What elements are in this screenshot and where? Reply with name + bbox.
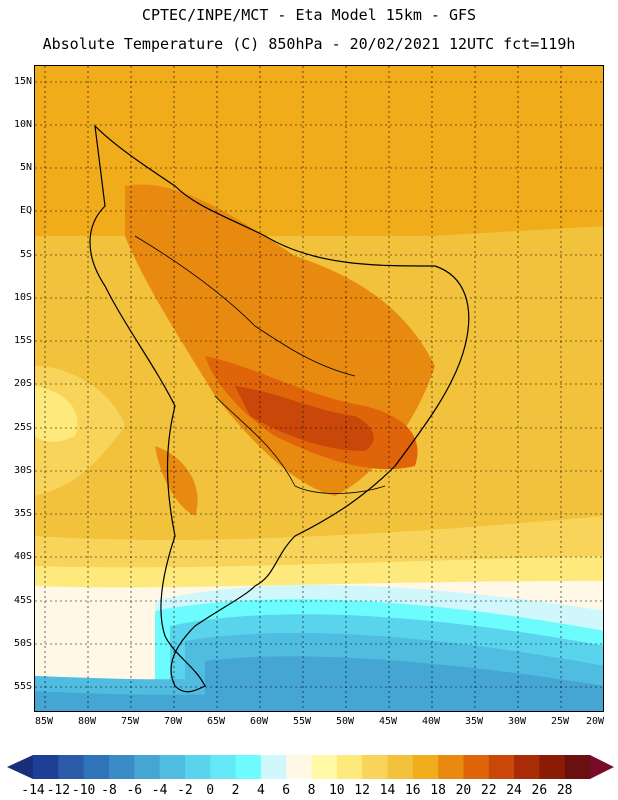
lat-label: 15S [13, 335, 32, 346]
colorbar-tick-label: 14 [379, 783, 396, 798]
colorbar-swatch [58, 755, 85, 779]
north-band [35, 66, 603, 236]
colorbar-swatch [33, 755, 59, 779]
lon-label: 60W [249, 716, 269, 727]
lon-label: 55W [292, 716, 312, 727]
lat-label: 40S [13, 551, 32, 562]
colorbar-swatch [564, 755, 591, 779]
colorbar-high-arrow [590, 755, 614, 779]
colorbar-tick-label: 16 [404, 783, 421, 798]
colorbar-tick-label: 10 [328, 783, 345, 798]
lon-label: 40W [421, 716, 441, 727]
lon-label: 25W [550, 716, 570, 727]
colorbar-swatch [539, 755, 566, 779]
colorbar-swatch [387, 755, 414, 779]
lon-label: 50W [335, 716, 355, 727]
lon-label: 80W [77, 716, 97, 727]
title-field: Absolute Temperature (C) 850hPa - 20/02/… [42, 35, 576, 53]
lat-label: 20S [13, 378, 32, 389]
colorbar-tick-label: 4 [256, 783, 265, 798]
colorbar-swatch [260, 755, 287, 779]
lon-label: 65W [206, 716, 226, 727]
colorbar-low-arrow [7, 755, 33, 779]
colorbar-swatch [286, 755, 312, 779]
colorbar-swatch [184, 755, 211, 779]
colorbar-tick-label: 12 [354, 783, 370, 798]
colorbar-swatch [235, 755, 262, 779]
colorbar-tick-label: -4 [151, 783, 168, 798]
colorbar-tick-label: -8 [101, 783, 117, 798]
colorbar-swatch [412, 755, 439, 779]
colorbar-swatch [514, 755, 540, 779]
colorbar-tick-label: 6 [282, 783, 291, 798]
lat-label: 25S [13, 422, 32, 433]
lat-label: 45S [13, 595, 32, 606]
lon-label: 70W [163, 716, 183, 727]
colorbar-swatch [134, 755, 161, 779]
colorbar-swatch [83, 755, 110, 779]
colorbar-tick-label: -14 [21, 783, 45, 798]
colorbar-swatch [336, 755, 363, 779]
lon-label: 30W [507, 716, 527, 727]
colorbar-tick-label: -2 [177, 783, 193, 798]
lat-label: 5N [19, 162, 32, 173]
coastline [89, 124, 470, 693]
title-model: CPTEC/INPE/MCT - Eta Model 15km - GFS [141, 6, 477, 24]
colorbar-tick-label: -6 [126, 783, 143, 798]
lon-label: 45W [378, 716, 398, 727]
lon-label: 20W [585, 716, 605, 727]
lat-label: 55S [13, 681, 32, 692]
country-borders [134, 235, 386, 494]
lat-label: 10N [13, 119, 32, 130]
colorbar-swatch [311, 755, 338, 779]
lat-lon-grid [35, 66, 603, 711]
colorbar-tick-label: 24 [506, 783, 522, 798]
lon-label: 85W [34, 716, 54, 727]
colorbar-tick-label: 8 [307, 783, 316, 798]
lat-label: EQ [19, 205, 32, 216]
lat-label: 35S [13, 508, 32, 519]
colorbar-tick-label: 18 [430, 783, 446, 798]
colorbar-tick-label: -12 [46, 783, 71, 798]
colorbar-tick-label: 22 [480, 783, 497, 798]
colorbar-tick-label: 0 [206, 783, 215, 798]
lat-label: 15N [13, 76, 32, 87]
colorbar-tick-label: 20 [455, 783, 472, 798]
colorbar-swatch [159, 755, 186, 779]
lon-label: 75W [120, 716, 140, 727]
colorbar-swatch [108, 755, 135, 779]
colorbar-tick-label: 2 [231, 783, 240, 798]
colorbar [7, 755, 614, 779]
lat-label: 30S [13, 465, 32, 476]
colorbar-tick-label: 28 [556, 783, 573, 798]
lat-label: 50S [13, 638, 32, 649]
temperature-field [35, 66, 603, 711]
colorbar-swatch [488, 755, 515, 779]
colorbar-swatch [463, 755, 490, 779]
colorbar-swatch [362, 755, 388, 779]
lon-label: 35W [464, 716, 484, 727]
temperature-map [34, 65, 604, 712]
lat-label: 5S [19, 249, 32, 260]
colorbar-tick-label: -10 [71, 783, 96, 798]
colorbar-tick-label: 26 [531, 783, 548, 798]
colorbar-swatch [438, 755, 464, 779]
colorbar-swatch [210, 755, 237, 779]
lat-label: 10S [13, 292, 32, 303]
